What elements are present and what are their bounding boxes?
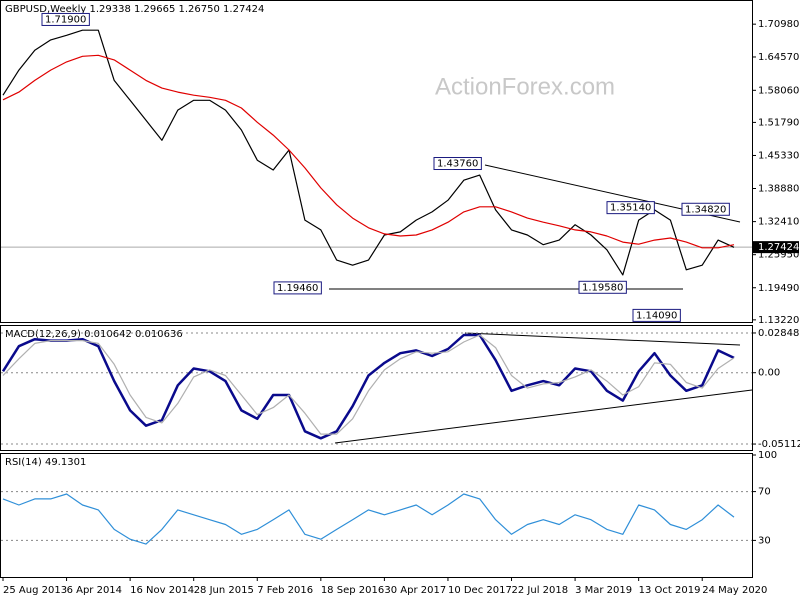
series-line (2, 54, 735, 249)
annotation-box (681, 202, 730, 216)
y-tick-label: 70 (758, 487, 771, 498)
x-tick-label: 25 Aug 2013 (3, 585, 67, 596)
y-tick-label: -0.051125 (758, 439, 800, 450)
series-line (1, 333, 735, 440)
annotation-label: 1.19460 (277, 283, 318, 294)
annotation-label: 1.19580 (582, 282, 623, 293)
rsi-title: RSI(14) 49.1301 (5, 457, 86, 468)
x-tick-label: 28 Jun 2015 (194, 585, 254, 596)
last-price-label: 1.27424 (758, 242, 799, 253)
annotation-label: 1.14090 (636, 310, 677, 321)
y-tick-label: 1.19490 (758, 283, 799, 294)
y-tick-label: 30 (758, 535, 771, 546)
annotation-box (578, 280, 627, 294)
x-tick-label: 13 Oct 2019 (639, 585, 701, 596)
watermark: ActionForex.com (435, 73, 615, 100)
series-line (2, 29, 735, 276)
y-tick-label: 0.028489 (758, 328, 800, 339)
annotation-label: 1.43760 (437, 159, 478, 170)
y-tick-label: 1.32410 (758, 217, 799, 228)
x-tick-label: 10 Dec 2017 (448, 585, 512, 596)
y-tick-label: 1.45330 (758, 150, 799, 161)
x-tick-label: 24 May 2020 (702, 585, 767, 596)
x-tick-label: 3 Mar 2019 (575, 585, 632, 596)
x-tick-label: 18 Sep 2016 (321, 585, 384, 596)
last-price-box (753, 241, 799, 254)
macd-trend-line (334, 389, 753, 444)
annotation-box (433, 157, 482, 171)
annotation-box (273, 281, 322, 295)
annotation-box (41, 12, 90, 26)
x-tick-label: 30 Apr 2017 (384, 585, 446, 596)
x-tick-label: 7 Feb 2016 (257, 585, 313, 596)
y-tick-label: 1.13220 (758, 315, 799, 326)
annotation-box (606, 201, 655, 215)
macd-trend-line (464, 332, 741, 346)
price-panel (0, 0, 753, 323)
x-tick-label: 6 Apr 2014 (67, 585, 122, 596)
series-line (2, 493, 735, 545)
annotation-box (632, 308, 681, 322)
y-tick-label: 1.51790 (758, 117, 799, 128)
y-tick-label: 100 (758, 450, 777, 461)
rsi-panel (0, 453, 753, 578)
y-tick-label: 1.38880 (758, 183, 799, 194)
annotation-label: 1.34820 (685, 204, 726, 215)
y-tick-label: 1.70980 (758, 19, 799, 30)
series-line (2, 334, 735, 435)
macd-panel (0, 325, 753, 451)
x-tick-label: 22 Jul 2018 (512, 585, 569, 596)
macd-title: MACD(12,26,9) 0.010642 0.010636 (5, 329, 183, 340)
annotation-label: 1.35140 (610, 203, 651, 214)
price-title: GBPUSD,Weekly 1.29338 1.29665 1.26750 1.… (5, 4, 264, 15)
y-tick-label: 1.64570 (758, 52, 799, 63)
y-tick-label: 0.00 (758, 368, 780, 379)
y-tick-label: 1.58060 (758, 85, 799, 96)
y-tick-label: 1.25950 (758, 250, 799, 261)
annotation-label: 1.71900 (45, 14, 86, 25)
x-tick-label: 16 Nov 2014 (130, 585, 194, 596)
